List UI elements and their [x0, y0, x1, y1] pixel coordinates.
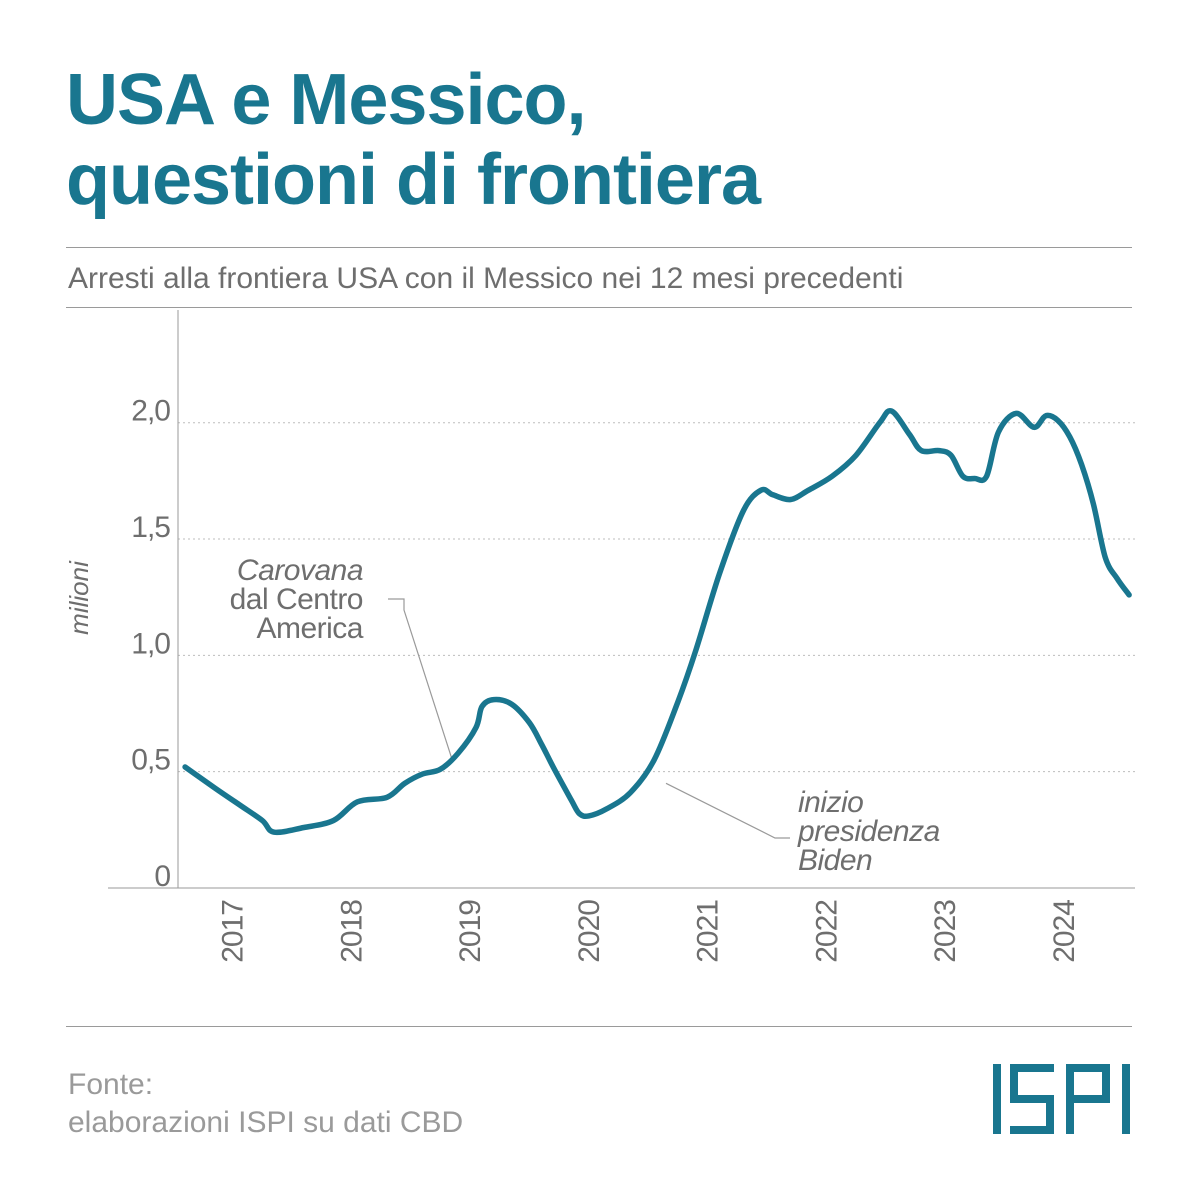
- x-tick-label: 2017: [217, 900, 250, 963]
- annotation-text: Biden: [798, 844, 872, 877]
- y-tick-label: 0,5: [131, 744, 170, 777]
- x-tick-label: 2024: [1048, 900, 1081, 963]
- annotation-text: America: [256, 612, 363, 645]
- divider-top: [66, 247, 1132, 248]
- chart-subtitle: Arresti alla frontiera USA con il Messic…: [68, 262, 904, 295]
- annotation-text: inizio: [798, 786, 863, 819]
- source-text: elaborazioni ISPI su dati CBD: [68, 1106, 464, 1139]
- ispi-logo: [993, 1064, 1130, 1134]
- divider-bottom: [66, 1026, 1132, 1027]
- y-tick-label: 0: [154, 860, 170, 893]
- title-line-1: USA e Messico,: [66, 60, 587, 140]
- annotation-leader-biden: [665, 782, 790, 839]
- source-label: Fonte:: [68, 1068, 154, 1101]
- x-tick-label: 2022: [810, 900, 843, 963]
- series-line-arrests: [182, 408, 1132, 836]
- y-tick-label: 1,0: [131, 627, 170, 660]
- x-tick-label: 2019: [454, 900, 487, 963]
- divider-subtitle: [66, 307, 1132, 308]
- source-note: Fonte: elaborazioni ISPI su dati CBD: [68, 1066, 463, 1142]
- chart-title: USA e Messico, questioni di frontiera: [66, 60, 1146, 220]
- x-tick-label: 2020: [573, 900, 606, 963]
- annotation-text: Carovana: [237, 554, 363, 587]
- y-axis-label: milioni: [64, 560, 94, 635]
- x-tick-label: 2021: [692, 900, 725, 963]
- x-tick-label: 2018: [335, 900, 368, 963]
- title-line-2: questioni di frontiera: [66, 140, 761, 220]
- annotation-text: dal Centro: [230, 583, 363, 616]
- x-tick-label: 2023: [929, 900, 962, 963]
- y-tick-label: 1,5: [131, 511, 170, 544]
- y-tick-label: 2,0: [131, 395, 170, 428]
- annotation-text: presidenza: [797, 815, 940, 848]
- annotation-leader-caravan: [388, 598, 453, 761]
